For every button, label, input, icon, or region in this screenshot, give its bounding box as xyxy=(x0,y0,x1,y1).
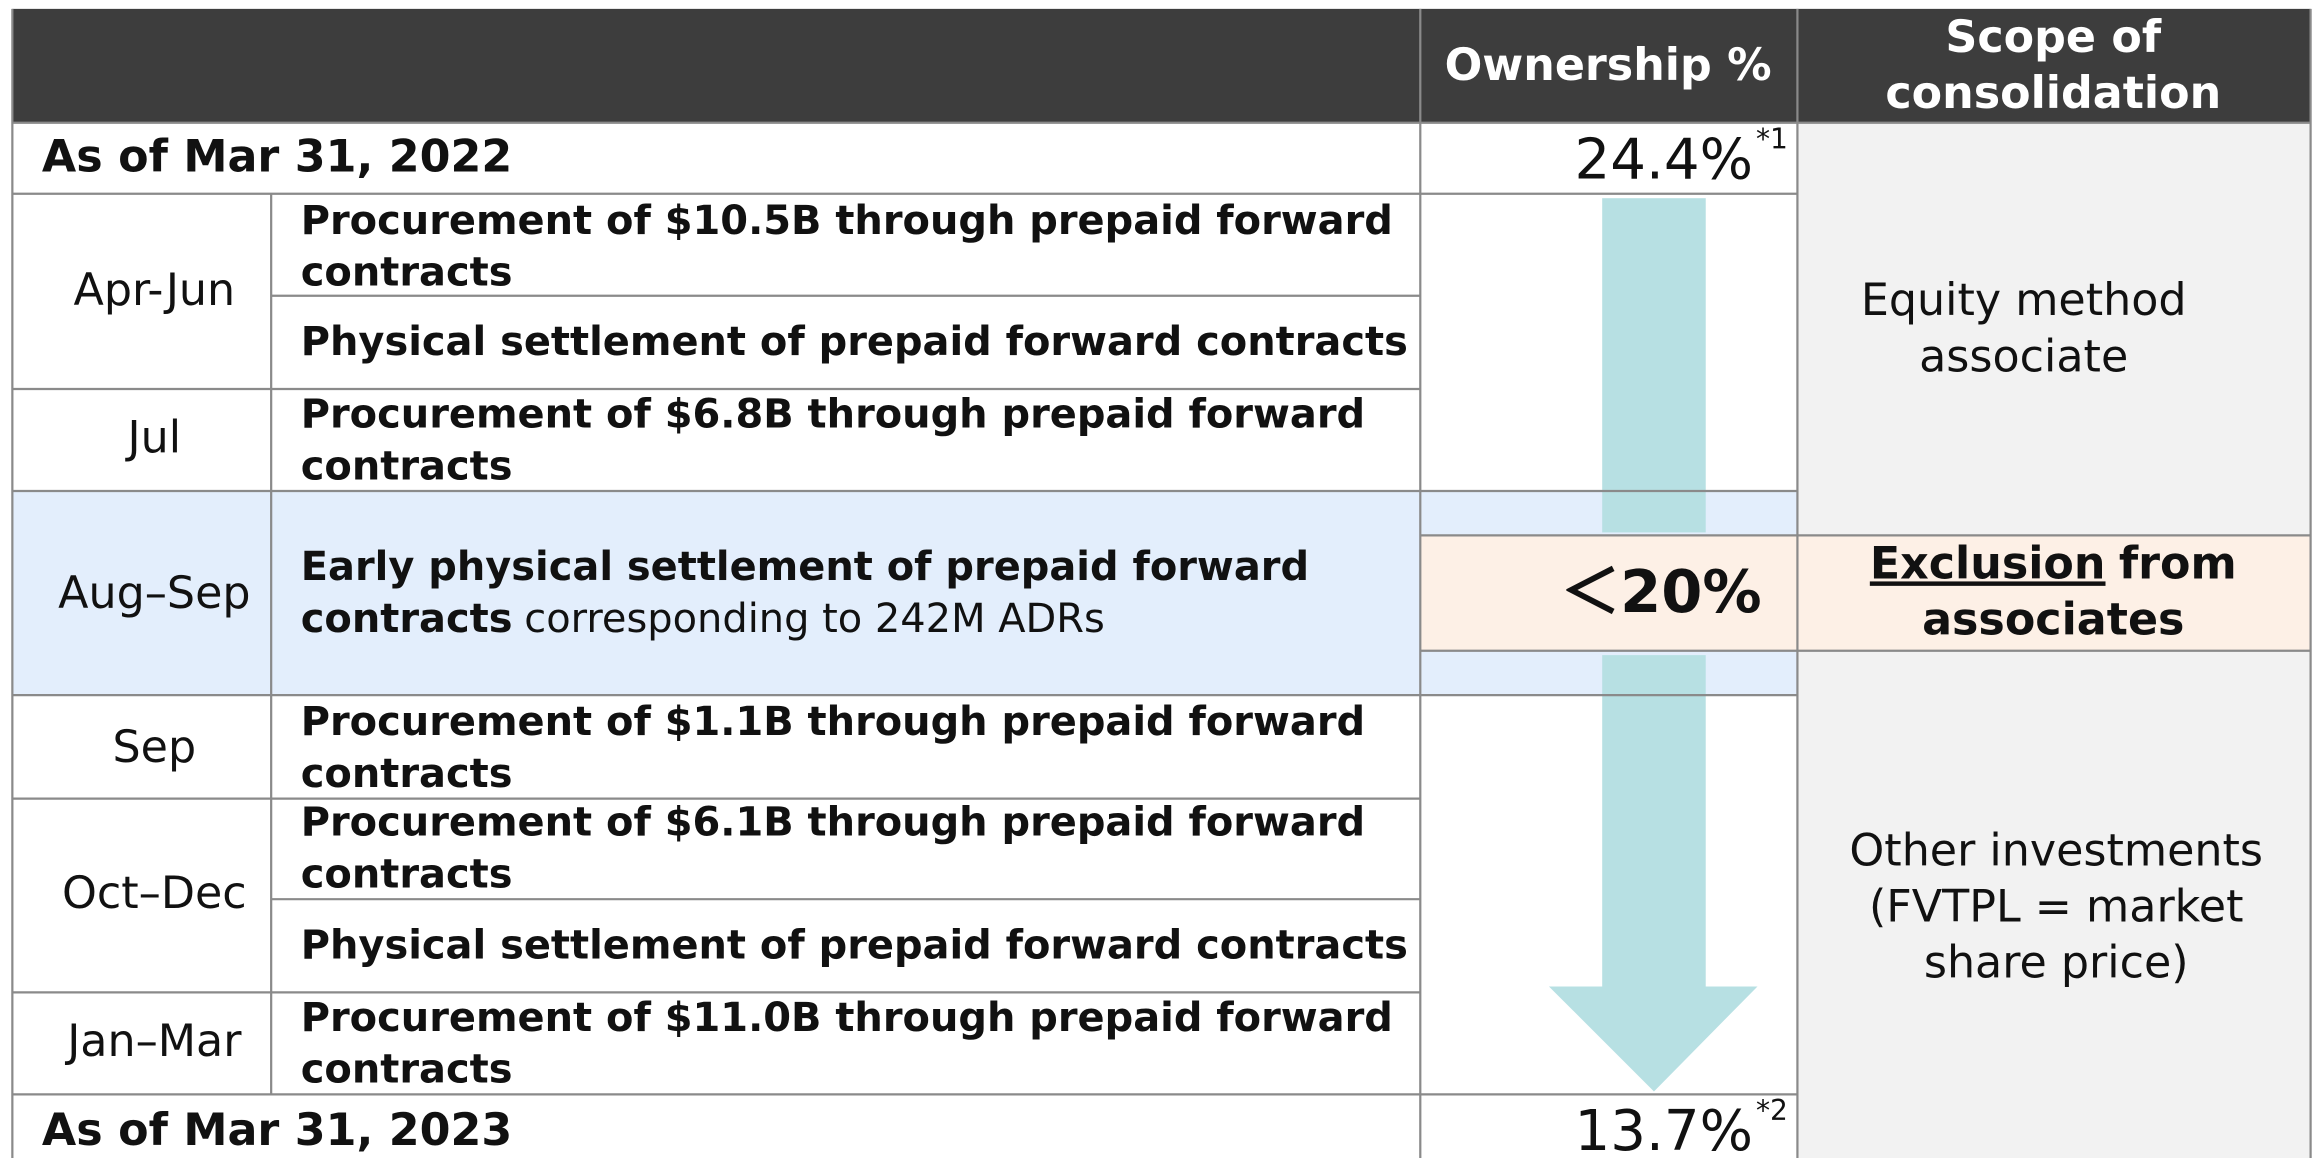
grid-lines xyxy=(11,8,2312,1158)
event-suffix: corresponding to 242M ADRs xyxy=(524,596,1105,642)
end-label: As of Mar 31, 2023 xyxy=(42,1105,512,1156)
event-text: Procurement of $10.5B through prepaid fo… xyxy=(301,198,1393,244)
header-bg xyxy=(12,8,2311,123)
scope-exclusion: Exclusion from xyxy=(1870,538,2237,589)
event-text: Procurement of $1.1B through prepaid for… xyxy=(301,699,1365,745)
period-label: Aug–Sep xyxy=(58,568,250,619)
event-text: contracts xyxy=(301,852,513,898)
event-text: Procurement of $11.0B through prepaid fo… xyxy=(301,995,1393,1041)
scope-equity: associate xyxy=(1919,331,2128,382)
event-text: Procurement of $6.1B through prepaid for… xyxy=(301,800,1365,846)
start-label: As of Mar 31, 2022 xyxy=(42,132,512,183)
event-text: Early physical settlement of prepaid for… xyxy=(301,544,1309,590)
scope-other: Other investments xyxy=(1849,825,2263,876)
period-rows: Apr-Jun Procurement of $10.5B through pre… xyxy=(58,198,1408,1093)
period-label: Oct–Dec xyxy=(62,868,247,919)
threshold: ＜20% xyxy=(1561,557,1762,626)
arrow-lower xyxy=(1548,655,1758,1092)
exclusion-band xyxy=(1420,535,2311,651)
scope-other: share price) xyxy=(1924,938,2189,989)
exclusion-underlined: Exclusion xyxy=(1870,538,2106,589)
arrow-upper xyxy=(1602,198,1706,533)
header-cell: consolidation xyxy=(1885,68,2221,119)
event-text: Physical settlement of prepaid forward c… xyxy=(301,922,1408,968)
end-note: *2 xyxy=(1756,1094,1788,1127)
header-cell: Ownership % xyxy=(1445,40,1772,91)
scope-exclusion: associates xyxy=(1922,595,2184,646)
event-text: Procurement of $6.8B through prepaid for… xyxy=(301,392,1365,438)
period-label: Sep xyxy=(113,722,197,773)
period-label: Jul xyxy=(125,413,182,464)
event-text: contracts corresponding to 242M ADRs xyxy=(301,596,1105,642)
event-text: contracts xyxy=(301,443,513,489)
scope-other: (FVTPL = market xyxy=(1869,882,2244,933)
header-cell: Scope of xyxy=(1945,12,2161,63)
end-ownership: 13.7% xyxy=(1575,1099,1753,1158)
event-text: Physical settlement of prepaid forward c… xyxy=(301,319,1408,365)
event-text: contracts xyxy=(301,250,513,296)
scope-equity: Equity method xyxy=(1861,275,2187,326)
event-text: contracts xyxy=(301,751,513,797)
start-note: *1 xyxy=(1756,122,1788,155)
exclusion-rest: from xyxy=(2119,538,2237,589)
period-label: Apr-Jun xyxy=(73,265,235,316)
period-label: Jan–Mar xyxy=(64,1016,242,1067)
event-text: contracts xyxy=(301,1047,513,1093)
start-ownership: 24.4% xyxy=(1575,127,1753,192)
event-bold: contracts xyxy=(301,596,513,642)
